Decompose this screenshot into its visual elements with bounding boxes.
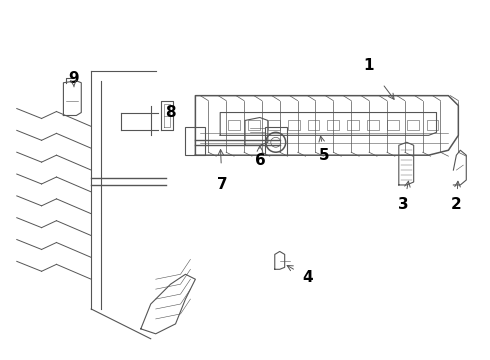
Text: 8: 8 (165, 105, 176, 120)
Text: 6: 6 (254, 153, 265, 168)
Bar (367, 121, 379, 130)
Text: 1: 1 (364, 58, 374, 73)
Bar (308, 121, 319, 130)
Text: 4: 4 (302, 270, 313, 285)
Bar (185, 127, 205, 155)
Bar (228, 121, 240, 130)
Text: 7: 7 (217, 177, 227, 193)
Bar (268, 121, 280, 130)
Bar (265, 127, 287, 155)
Bar (347, 121, 359, 130)
Bar (407, 121, 418, 130)
Bar (288, 121, 299, 130)
Bar (427, 121, 439, 130)
Bar (387, 121, 399, 130)
Bar (327, 121, 339, 130)
Text: 3: 3 (398, 197, 409, 212)
Bar (248, 121, 260, 130)
Text: 5: 5 (319, 148, 330, 163)
Text: 2: 2 (451, 197, 462, 212)
Text: 9: 9 (68, 71, 79, 86)
